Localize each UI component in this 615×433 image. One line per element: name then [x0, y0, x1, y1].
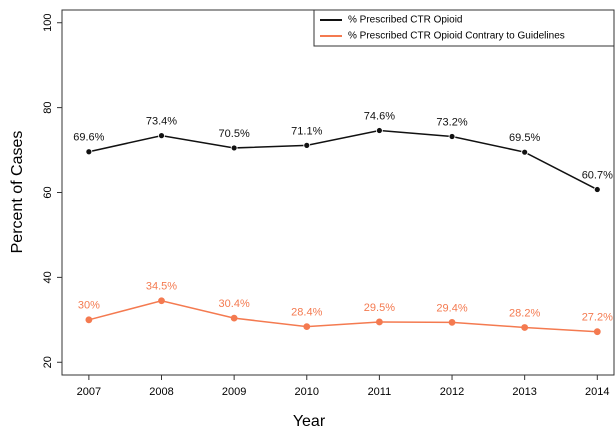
point	[521, 148, 529, 156]
x-tick-label: 2013	[512, 386, 536, 398]
data-label: 30.4%	[219, 298, 250, 310]
point	[158, 297, 165, 305]
y-tick-label: 20	[42, 356, 54, 368]
x-tick-label: 2010	[295, 386, 319, 398]
data-label: 70.5%	[219, 128, 250, 140]
y-tick-label: 80	[42, 101, 54, 113]
point	[85, 148, 93, 156]
y-axis-label: Percent of Cases	[9, 131, 26, 254]
legend-label: % Prescribed CTR Opioid	[348, 15, 462, 26]
x-tick-label: 2011	[368, 386, 392, 398]
data-label: 73.4%	[146, 116, 177, 128]
point	[521, 324, 529, 331]
point	[448, 133, 456, 140]
point	[593, 186, 601, 193]
data-label: 29.4%	[436, 302, 467, 314]
data-label: 69.5%	[509, 132, 540, 144]
point	[303, 323, 311, 331]
series-line	[88, 299, 598, 333]
x-tick-label: 2009	[222, 386, 246, 398]
point	[158, 132, 165, 140]
data-label: 60.7%	[582, 169, 613, 181]
x-tick-label: 2008	[149, 386, 173, 398]
legend-label: % Prescribed CTR Opioid Contrary to Guid…	[348, 31, 565, 42]
data-label: 30%	[78, 300, 100, 312]
data-label: 34.5%	[146, 281, 177, 293]
data-label: 73.2%	[436, 116, 467, 128]
x-tick-label: 2007	[77, 386, 101, 398]
data-label: 71.1%	[291, 125, 322, 137]
point	[230, 144, 238, 152]
series-line	[88, 129, 598, 191]
point	[375, 318, 383, 326]
point	[375, 127, 383, 134]
data-label: 27.2%	[582, 312, 613, 324]
data-label: 29.5%	[364, 302, 395, 314]
y-tick-label: 40	[42, 271, 54, 283]
x-tick-label: 2014	[585, 386, 609, 398]
point	[448, 318, 456, 326]
point	[303, 141, 311, 149]
legend-box	[313, 9, 615, 47]
data-label: 74.6%	[364, 110, 395, 122]
data-label: 69.6%	[73, 132, 104, 144]
point	[85, 316, 93, 324]
legend: % Prescribed CTR Opioid % Prescribed CTR …	[313, 9, 615, 47]
x-tick-label: 2012	[440, 386, 464, 398]
data-label: 28.4%	[291, 307, 322, 319]
x-axis-label: Year	[293, 413, 326, 430]
point	[230, 314, 238, 322]
y-tick-label: 100	[42, 14, 54, 32]
point	[593, 328, 601, 336]
data-label: 28.2%	[509, 307, 540, 319]
plot-frame	[61, 9, 615, 376]
y-tick-label: 60	[42, 186, 54, 198]
